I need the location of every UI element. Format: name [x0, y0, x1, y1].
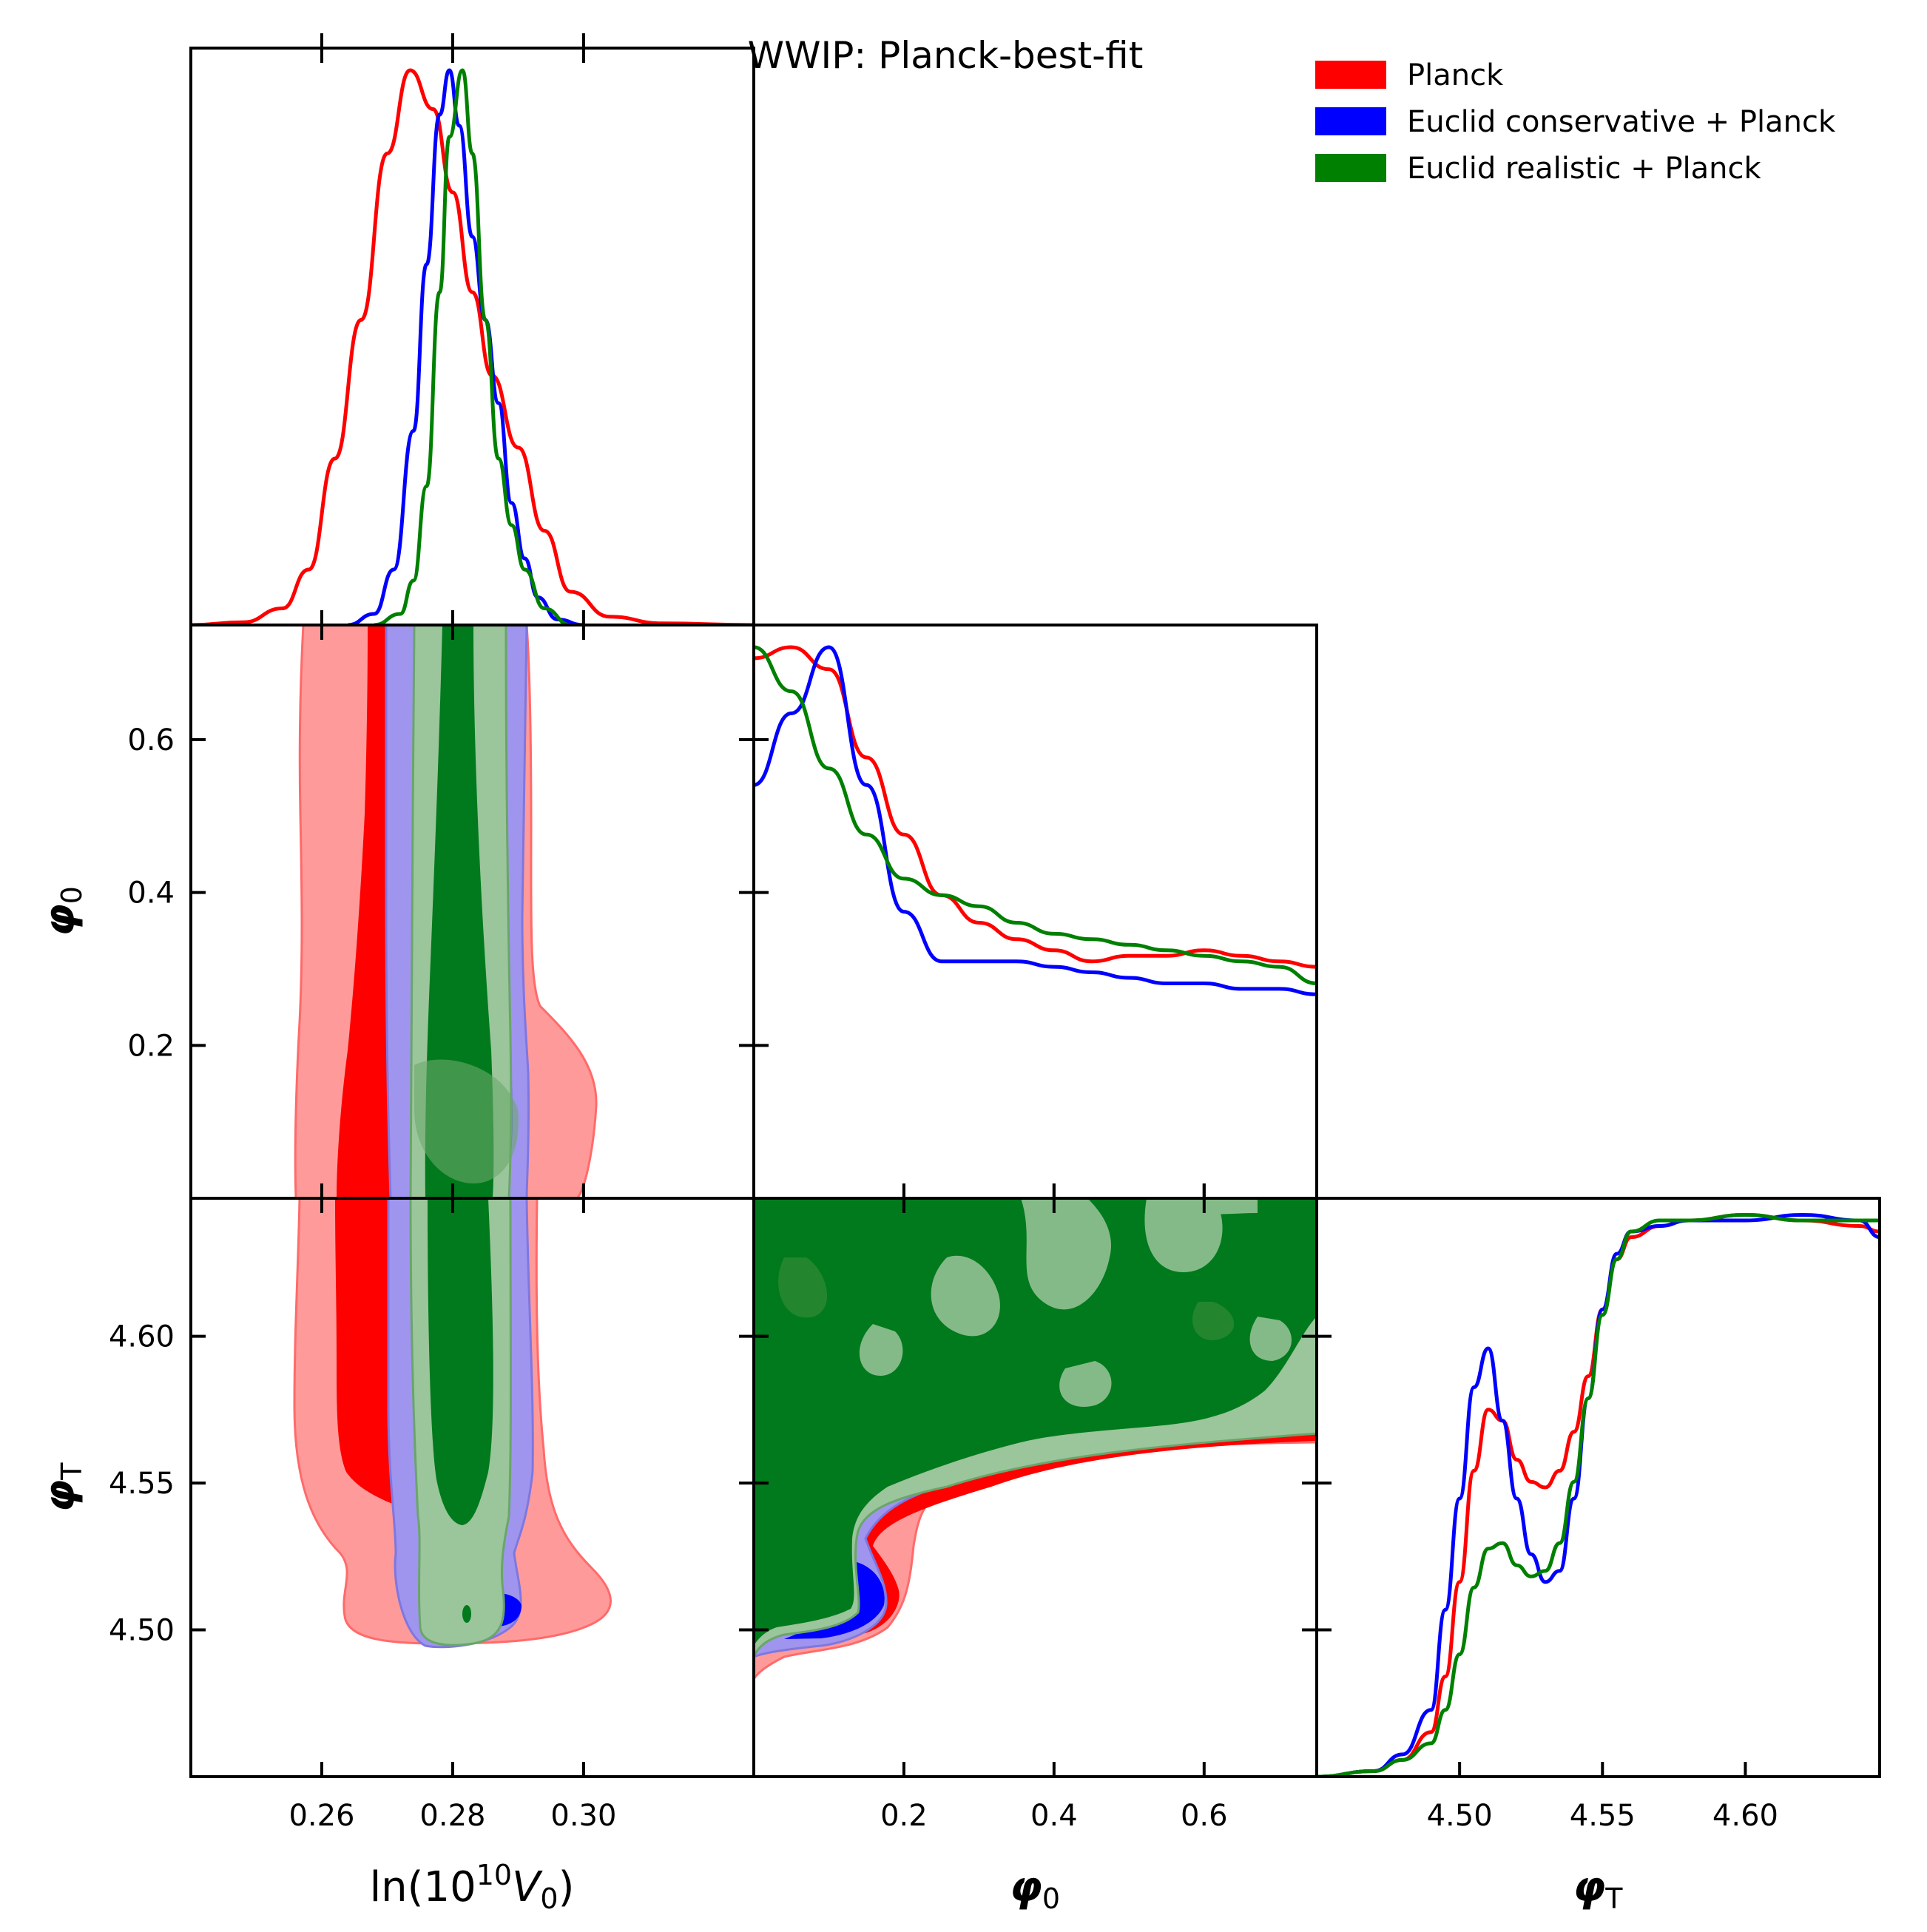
- marginal-curve-phiT-0: [1317, 1212, 1880, 1777]
- legend-swatch-planck: [1315, 61, 1386, 89]
- chart-title: WWIP: Planck-best-fit: [748, 34, 1144, 77]
- x-tick-label: 0.2: [880, 1799, 928, 1833]
- frame-phiT: [1315, 1197, 1881, 1778]
- x-tick-label: 0.6: [1181, 1799, 1228, 1833]
- x-tick-label: 0.26: [288, 1799, 354, 1833]
- y-tick-label: 0.6: [127, 723, 175, 757]
- ylabel-phiT: φT: [36, 1462, 88, 1513]
- legend-swatch-real: [1315, 154, 1386, 182]
- contour-real-dot: [462, 1605, 471, 1623]
- contour-planck-inner: [337, 625, 399, 1198]
- x-tick-label: 0.4: [1030, 1799, 1078, 1833]
- marginal-curve-lnV0-1: [348, 68, 584, 625]
- legend-label-real: Euclid realistic + Planck: [1407, 152, 1762, 186]
- marginal-phi0: [754, 645, 1317, 996]
- x-tick-label: 0.30: [550, 1799, 616, 1833]
- y-tick-label: 0.2: [127, 1029, 175, 1063]
- marginal-curve-phiT-1: [1317, 1212, 1880, 1777]
- frame-phi0: [752, 624, 1318, 1200]
- marginal-curve-phi0-2: [754, 645, 1317, 985]
- marginal-curve-phi0-1: [754, 645, 1317, 996]
- marginal-phiT: [1317, 1212, 1880, 1777]
- x-tick-label: 4.55: [1570, 1799, 1636, 1833]
- x-tick-label: 0.28: [419, 1799, 485, 1833]
- tick-labels: 0.26 0.28 0.30 0.2 0.4 0.6 4.50 4.55 4.60 0.2 0.4 0…: [109, 723, 1778, 1833]
- y-tick-label: 4.60: [109, 1320, 175, 1354]
- y-tick-label: 0.4: [127, 877, 175, 911]
- xlabel-phiT: φT: [1573, 1863, 1623, 1915]
- legend-label-planck: Planck: [1407, 58, 1504, 92]
- y-tick-label: 4.50: [109, 1614, 175, 1648]
- panel-lnV0-phiT: [293, 1198, 612, 1649]
- xlabel-lnV0: ln(1010V0): [370, 1859, 575, 1915]
- marginal-curve-phi0-0: [754, 645, 1317, 969]
- frame-lnV0: [189, 47, 755, 626]
- legend-label-cons: Euclid conservative + Planck: [1407, 105, 1836, 139]
- panel-frames: [189, 47, 1881, 1778]
- marginal-lnV0: [191, 68, 754, 625]
- contour-real-holes: [859, 1198, 1292, 1407]
- marginal-curve-lnV0-0: [191, 68, 754, 625]
- x-tick-label: 4.50: [1427, 1799, 1493, 1833]
- legend-swatch-cons: [1315, 107, 1386, 135]
- contour-real-blob: [414, 1059, 519, 1183]
- marginal-curve-lnV0-2: [374, 68, 571, 625]
- contour-cons-inner: [784, 1561, 885, 1639]
- ylabel-phi0: φ0: [36, 886, 88, 936]
- panel-lnV0-phi0: [294, 625, 598, 1198]
- contour-real-inner: [425, 625, 494, 1198]
- panel-phi0-phiT: [754, 1198, 1317, 1681]
- contour-real-inner: [754, 1198, 1317, 1646]
- legend: Planck Euclid conservative + Planck Eucl…: [1315, 58, 1836, 186]
- y-tick-label: 4.55: [109, 1467, 175, 1501]
- xlabel-phi0: φ0: [1010, 1863, 1060, 1915]
- marginal-curve-phiT-2: [1317, 1212, 1880, 1777]
- x-tick-label: 4.60: [1712, 1799, 1778, 1833]
- tick-marks: [191, 33, 1747, 1777]
- contour-real-inner: [428, 1198, 493, 1525]
